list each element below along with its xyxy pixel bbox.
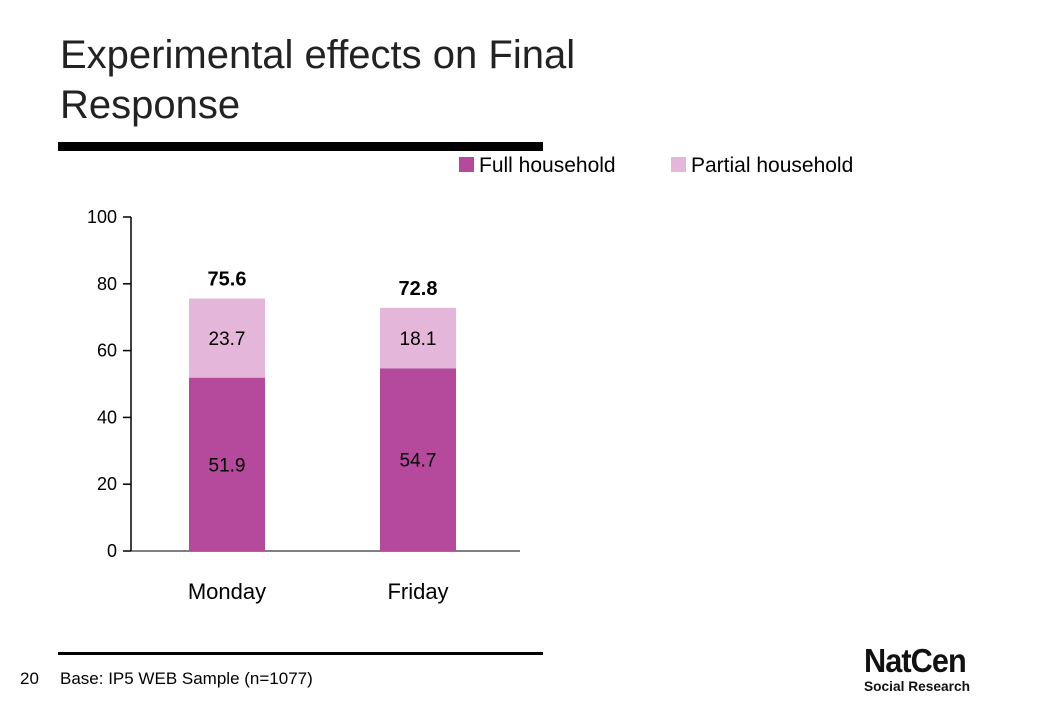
title-divider	[58, 142, 543, 151]
data-label: 54.7	[400, 451, 437, 472]
chart-bars	[189, 298, 456, 551]
base-note: Base: IP5 WEB Sample (n=1077)	[60, 669, 313, 688]
bar-segment-full	[189, 377, 265, 551]
chart-legend: Full household Partial household	[459, 154, 853, 177]
data-label: 23.7	[209, 329, 246, 350]
bar-segment-partial	[189, 298, 265, 378]
legend-label: Partial household	[691, 154, 853, 177]
total-label: 75.6	[208, 268, 247, 290]
total-label: 72.8	[399, 278, 438, 300]
y-tick-label: 80	[97, 274, 117, 294]
page-number: 20	[20, 669, 39, 688]
category-label: Monday	[188, 579, 266, 604]
bar-segment-full	[380, 368, 456, 551]
chart-labels: 51.9 23.7 75.6 Monday 54.7 18.1 72.8 Friday	[188, 268, 449, 604]
data-label: 18.1	[400, 329, 437, 350]
category-label: Friday	[387, 579, 448, 604]
y-tick-label: 40	[97, 407, 117, 427]
bar-segment-partial	[380, 307, 456, 369]
natcen-logo: NatCen Social Research	[864, 644, 994, 693]
legend-swatch-full	[459, 157, 474, 172]
y-tick-label: 60	[97, 341, 117, 361]
y-axis: 0 20 40 60 80 100	[87, 207, 520, 561]
data-label: 51.9	[209, 455, 246, 476]
logo-wordmark: NatCen	[864, 642, 967, 679]
logo-subtitle: Social Research	[864, 678, 971, 694]
y-tick-label: 0	[107, 541, 117, 561]
legend-swatch-partial	[671, 157, 686, 172]
y-tick-label: 100	[87, 207, 117, 227]
slide-title: Experimental effects on Final Response	[60, 33, 576, 127]
y-tick-label: 20	[97, 474, 117, 494]
footer-divider	[58, 652, 543, 655]
legend-label: Full household	[479, 154, 616, 177]
